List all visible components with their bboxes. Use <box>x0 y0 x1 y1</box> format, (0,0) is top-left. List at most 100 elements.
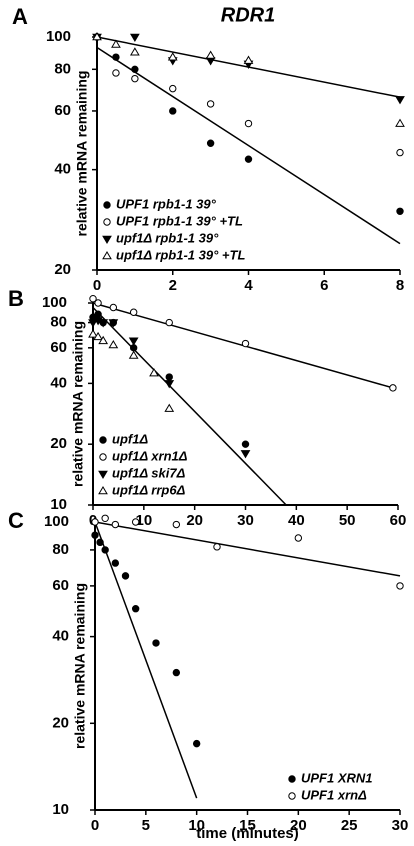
x-tick-label: 0 <box>91 817 99 834</box>
data-point <box>98 319 109 328</box>
y-tick-label: 40 <box>52 628 69 645</box>
x-tick-label: 15 <box>239 817 256 834</box>
y-tick-label: 20 <box>50 435 67 452</box>
data-point <box>108 319 119 328</box>
data-point <box>93 331 103 341</box>
data-point <box>396 148 404 157</box>
data-point <box>241 440 250 448</box>
data-point <box>112 69 120 77</box>
data-point <box>89 295 97 303</box>
data-point <box>164 380 175 389</box>
y-axis-label: relative mRNA remaining <box>74 71 90 237</box>
data-point <box>88 329 98 338</box>
x-tick-label: 25 <box>341 817 358 834</box>
y-tick-label: 100 <box>42 294 67 311</box>
x-tick-label: 4 <box>244 277 253 294</box>
data-point <box>121 572 130 580</box>
y-tick-label: 80 <box>50 314 67 331</box>
legend-label: upf1Δ rpb1-1 39° <box>116 230 219 245</box>
data-point <box>91 531 99 539</box>
data-point <box>395 118 405 127</box>
data-point <box>94 299 102 307</box>
chart-title: RDR1 <box>221 4 275 26</box>
legend-label: UPF1 xrnΔ <box>301 787 367 802</box>
data-point <box>396 582 404 590</box>
legend-marker <box>99 453 107 461</box>
legend-marker <box>288 775 296 783</box>
fit-line <box>94 521 198 799</box>
x-tick-label: 60 <box>390 512 407 529</box>
x-tick-label: 40 <box>288 512 305 529</box>
y-tick-label: 100 <box>46 28 71 45</box>
data-point <box>172 520 181 529</box>
data-point <box>101 514 109 523</box>
data-point <box>172 668 181 677</box>
data-point <box>111 39 121 48</box>
legend-label: UPF1 rpb1-1 39° +TL <box>116 213 243 228</box>
y-tick-label: 60 <box>50 339 67 356</box>
legend-marker <box>98 486 108 495</box>
legend-marker <box>102 251 112 260</box>
data-point <box>128 350 139 359</box>
data-point <box>205 50 216 59</box>
y-axis-label: relative mRNA remaining <box>72 583 88 749</box>
legend-marker <box>99 436 107 444</box>
data-point <box>96 538 104 547</box>
data-point <box>244 119 253 128</box>
legend-label: upf1Δ rrp6Δ <box>112 482 186 497</box>
data-point <box>152 639 160 647</box>
panel-label: C <box>8 508 24 533</box>
data-point <box>396 207 404 216</box>
x-tick-label: 30 <box>237 512 254 529</box>
y-tick-label: 80 <box>52 541 69 558</box>
data-point <box>130 47 140 56</box>
x-axis-label: time (minutes) <box>196 825 299 842</box>
x-tick-label: 6 <box>320 277 328 294</box>
data-point <box>111 520 120 529</box>
data-point <box>169 84 177 93</box>
legend-marker <box>103 218 111 226</box>
panel-label: B <box>8 286 24 311</box>
data-point <box>128 337 139 346</box>
data-point <box>240 450 251 459</box>
y-tick-label: 10 <box>50 496 67 513</box>
data-point <box>91 518 99 526</box>
data-point <box>131 74 139 83</box>
y-tick-label: 40 <box>54 161 71 178</box>
legend-label: upf1Δ rpb1-1 39° +TL <box>116 247 245 262</box>
y-tick-label: 80 <box>54 60 71 77</box>
data-point <box>169 107 177 115</box>
y-tick-label: 20 <box>54 261 71 278</box>
legend-label: upf1Δ <box>112 431 148 446</box>
data-point <box>244 155 253 163</box>
panel-label: A <box>12 4 28 29</box>
x-tick-label: 8 <box>396 277 404 294</box>
legend-marker <box>102 235 112 244</box>
data-point <box>389 384 397 392</box>
data-point <box>206 139 215 147</box>
x-tick-label: 10 <box>135 512 152 529</box>
data-point <box>101 546 109 554</box>
legend-marker <box>103 201 111 209</box>
x-tick-label: 50 <box>339 512 356 529</box>
y-tick-label: 60 <box>54 102 71 119</box>
legend-label: UPF1 rpb1-1 39° <box>116 196 217 211</box>
data-point <box>131 518 140 526</box>
y-tick-label: 20 <box>52 714 69 731</box>
fit-line <box>92 306 287 506</box>
legend-marker <box>98 470 108 479</box>
data-point <box>130 33 140 42</box>
x-tick-label: 20 <box>186 512 203 529</box>
data-point <box>131 65 139 74</box>
x-tick-label: 0 <box>93 277 101 294</box>
data-point <box>108 339 119 349</box>
data-point <box>213 543 221 551</box>
x-tick-label: 30 <box>392 817 409 834</box>
x-tick-label: 20 <box>290 817 307 834</box>
y-axis-label: relative mRNA remaining <box>70 321 86 487</box>
data-point <box>395 96 405 105</box>
data-point <box>149 368 159 377</box>
data-point <box>109 303 118 312</box>
data-point <box>192 739 201 748</box>
